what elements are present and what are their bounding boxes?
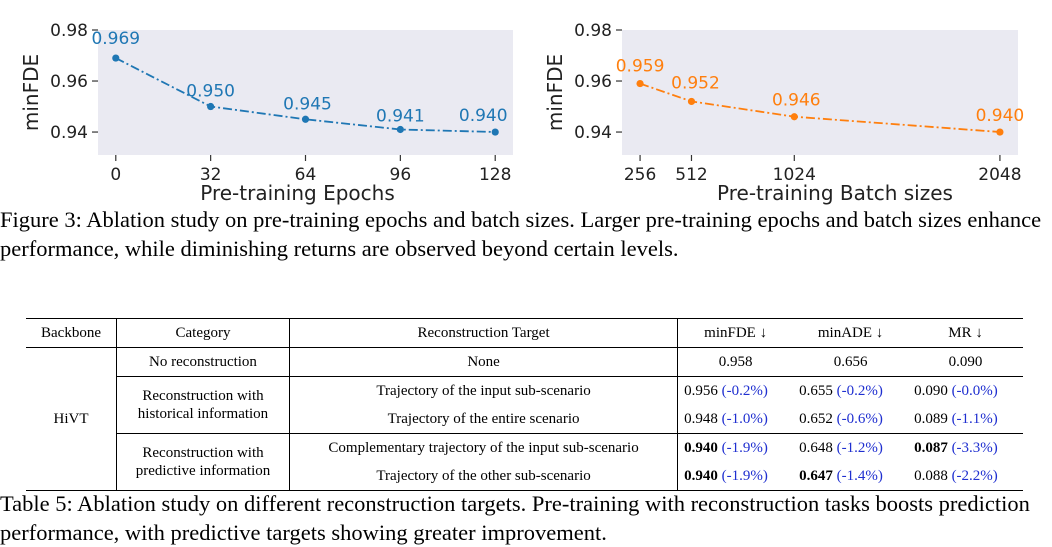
- data-label: 0.941: [376, 106, 425, 126]
- table-header-row: Backbone Category Reconstruction Target …: [26, 318, 1023, 348]
- data-label: 0.940: [976, 106, 1025, 126]
- minade-cell: 0.656: [833, 353, 868, 370]
- x-tick-label: 128: [479, 165, 511, 185]
- data-point: [112, 54, 120, 62]
- x-tick-label: 0: [110, 165, 121, 185]
- header-target: Reconstruction Target: [289, 318, 679, 348]
- x-tick-label: 512: [675, 165, 707, 185]
- figure-caption: Figure 3: Ablation study on pre-training…: [0, 207, 1042, 261]
- x-axis-label: Pre-training Batch sizes: [717, 181, 953, 205]
- category-cell: Reconstruction with historical informati…: [116, 376, 290, 434]
- header-minfde: minFDE ↓: [704, 324, 768, 341]
- data-label: 0.969: [91, 29, 140, 49]
- mr-cell: 0.089 (-1.1%): [914, 410, 998, 427]
- data-label: 0.950: [186, 82, 235, 102]
- header-backbone: Backbone: [26, 318, 117, 348]
- category-cell: Reconstruction with predictive informati…: [116, 433, 290, 491]
- mr-cell: 0.088 (-2.2%): [914, 467, 998, 484]
- table-row: Reconstruction with historical informati…: [26, 376, 1023, 434]
- x-tick-label: 64: [295, 165, 317, 185]
- data-point: [491, 128, 499, 136]
- y-tick-label: 0.94: [574, 123, 612, 143]
- series-line: [115, 57, 496, 133]
- x-tick-label: 2048: [978, 165, 1021, 185]
- x-axis-label: Pre-training Epochs: [200, 181, 395, 205]
- target-cell: Trajectory of the input sub-scenario: [289, 376, 679, 405]
- table-row: Trajectory of the entire scenario 0.948 …: [26, 405, 1023, 434]
- y-axis-label: minFDE: [19, 54, 43, 131]
- y-tick-label: 0.98: [574, 21, 612, 41]
- mr-cell: 0.090 (-0.0%): [914, 382, 998, 399]
- y-tick-label: 0.96: [574, 72, 612, 92]
- y-tick-label: 0.96: [50, 72, 88, 92]
- x-tick-label: 32: [200, 165, 222, 185]
- chart-batch-sizes: 0.94 0.96 0.98 256 512 1024 2048 Pre-training B…: [525, 0, 1052, 205]
- data-label: 0.959: [616, 57, 665, 77]
- minade-cell: 0.655 (-0.2%): [799, 382, 883, 399]
- data-point: [790, 113, 798, 121]
- minfde-cell: 0.956 (-0.2%): [684, 382, 768, 399]
- data-label: 0.945: [283, 94, 332, 114]
- header-mr: MR ↓: [948, 324, 983, 341]
- series-line: [639, 82, 1000, 133]
- x-tick-label: 1024: [773, 165, 816, 185]
- data-point: [687, 97, 696, 106]
- y-axis-label: minFDE: [543, 54, 567, 131]
- x-tick-label: 256: [624, 165, 656, 185]
- minade-cell: 0.652 (-0.6%): [799, 410, 883, 427]
- minfde-cell: 0.958: [718, 353, 753, 370]
- minfde-cell: 0.940 (-1.9%): [684, 439, 768, 456]
- target-cell: Trajectory of the other sub-scenario: [289, 462, 679, 491]
- header-minade: minADE ↓: [817, 324, 884, 341]
- table-caption: Table 5: Ablation study on different rec…: [0, 491, 1030, 545]
- y-tick-label: 0.98: [50, 21, 88, 41]
- minfde-cell: 0.940 (-1.9%): [684, 467, 768, 484]
- chart-epochs: 0.94 0.96 0.98 0 32 64 96 128 Pre-training Epoch…: [0, 0, 525, 205]
- mr-cell: 0.090: [948, 353, 983, 370]
- data-point: [996, 128, 1004, 136]
- batch-chart-svg: 0.94 0.96 0.98 256 512 1024 2048 Pre-training B…: [543, 21, 1025, 205]
- minfde-cell: 0.948 (-1.0%): [684, 410, 768, 427]
- table-row: Trajectory of the other sub-scenario 0.9…: [26, 462, 1023, 491]
- data-point: [396, 125, 404, 134]
- data-label: 0.952: [671, 73, 720, 93]
- epochs-chart-svg: 0.94 0.96 0.98 0 32 64 96 128 Pre-training Epoch…: [19, 21, 513, 205]
- target-cell: None: [289, 347, 679, 377]
- data-label: 0.946: [772, 91, 821, 111]
- minade-cell: 0.648 (-1.2%): [799, 439, 883, 456]
- plot-area: [622, 30, 1018, 155]
- minade-cell: 0.647 (-1.4%): [799, 467, 883, 484]
- plot-area: [98, 30, 513, 155]
- category-cell: No reconstruction: [116, 347, 290, 377]
- mr-cell: 0.087 (-3.3%): [914, 439, 998, 456]
- data-point: [636, 79, 644, 88]
- data-point: [301, 115, 310, 123]
- header-category: Category: [116, 318, 290, 348]
- data-point: [207, 102, 215, 111]
- backbone-cell: HiVT: [26, 347, 117, 491]
- y-tick-label: 0.94: [50, 123, 88, 143]
- table-row: HiVT No reconstruction None 0.958 0.656 …: [26, 347, 1023, 491]
- results-table: Backbone Category Reconstruction Target …: [26, 318, 1023, 491]
- x-tick-label: 96: [390, 165, 412, 185]
- data-label: 0.940: [459, 106, 508, 126]
- target-cell: Complementary trajectory of the input su…: [289, 433, 679, 462]
- table-row: Reconstruction with predictive informati…: [26, 433, 1023, 491]
- target-cell: Trajectory of the entire scenario: [289, 405, 679, 434]
